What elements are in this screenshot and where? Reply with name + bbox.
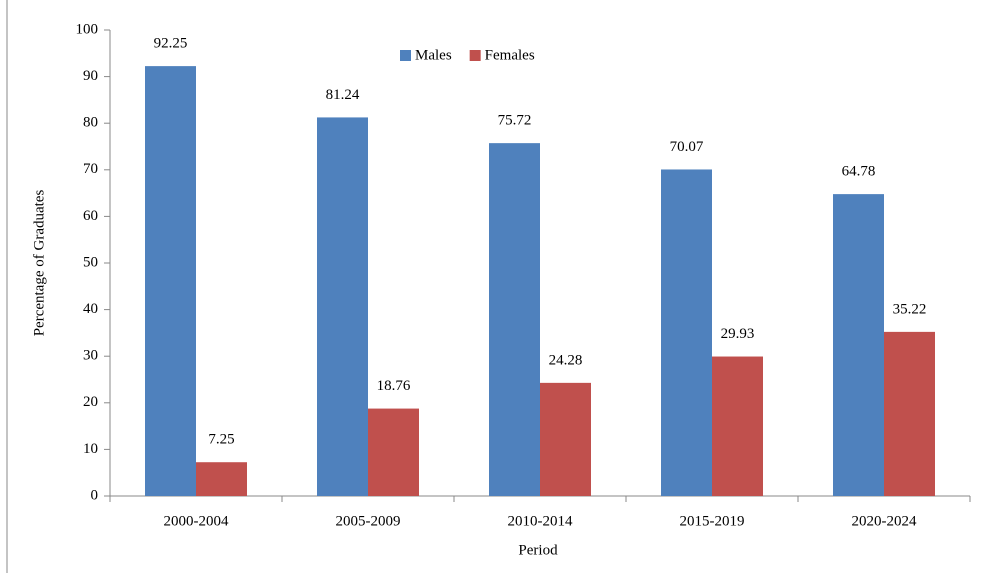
y-tick-label: 100 — [76, 21, 99, 37]
data-label: 81.24 — [326, 87, 360, 103]
x-tick-label: 2010-2014 — [508, 513, 573, 529]
bar — [712, 356, 763, 496]
y-tick-label: 90 — [83, 68, 98, 84]
bar — [489, 143, 540, 496]
data-label: 18.76 — [377, 378, 411, 394]
bar — [540, 382, 591, 496]
bar — [317, 117, 368, 496]
data-label: 35.22 — [893, 301, 927, 317]
bar — [661, 169, 712, 496]
legend-label: Males — [415, 47, 452, 63]
legend-swatch — [469, 50, 481, 61]
data-label: 64.78 — [842, 164, 876, 180]
legend-label: Females — [485, 47, 535, 63]
y-tick-label: 50 — [83, 254, 98, 270]
y-tick-label: 40 — [83, 301, 98, 317]
data-label: 7.25 — [208, 432, 234, 448]
y-axis-label: Percentage of Graduates — [31, 190, 47, 337]
y-tick-label: 80 — [83, 115, 98, 131]
x-tick-label: 2005-2009 — [336, 513, 401, 529]
x-tick-label: 2000-2004 — [164, 513, 229, 529]
data-label: 70.07 — [670, 139, 704, 155]
bar — [884, 331, 935, 496]
x-tick-label: 2015-2019 — [680, 513, 745, 529]
y-tick-label: 20 — [83, 394, 98, 410]
bar — [196, 462, 247, 496]
legend-swatch — [400, 50, 411, 61]
y-tick-label: 10 — [83, 441, 98, 457]
bar — [368, 408, 419, 496]
y-tick-label: 70 — [83, 161, 98, 177]
bar — [145, 66, 196, 497]
data-label: 75.72 — [498, 113, 532, 129]
data-label: 29.93 — [721, 326, 755, 342]
y-tick-label: 30 — [83, 348, 98, 364]
data-label: 24.28 — [549, 352, 583, 368]
bar — [833, 194, 884, 497]
y-tick-label: 0 — [91, 487, 99, 503]
y-tick-label: 60 — [83, 208, 98, 224]
x-axis-label: Period — [518, 542, 558, 558]
data-label: 92.25 — [154, 36, 188, 52]
x-tick-label: 2020-2024 — [852, 513, 917, 529]
